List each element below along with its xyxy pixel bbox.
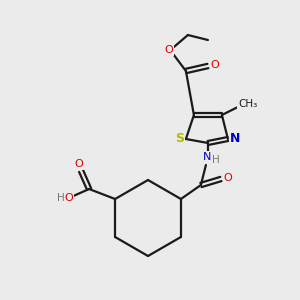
Text: O: O — [224, 173, 232, 183]
Text: O: O — [211, 60, 219, 70]
Text: S: S — [176, 133, 184, 146]
Text: H: H — [57, 193, 65, 203]
Text: O: O — [164, 45, 173, 55]
Text: CH₃: CH₃ — [238, 99, 257, 109]
Text: O: O — [65, 193, 74, 203]
Text: N: N — [230, 133, 240, 146]
Text: N: N — [203, 152, 211, 162]
Text: H: H — [212, 155, 220, 165]
Text: O: O — [75, 159, 83, 169]
